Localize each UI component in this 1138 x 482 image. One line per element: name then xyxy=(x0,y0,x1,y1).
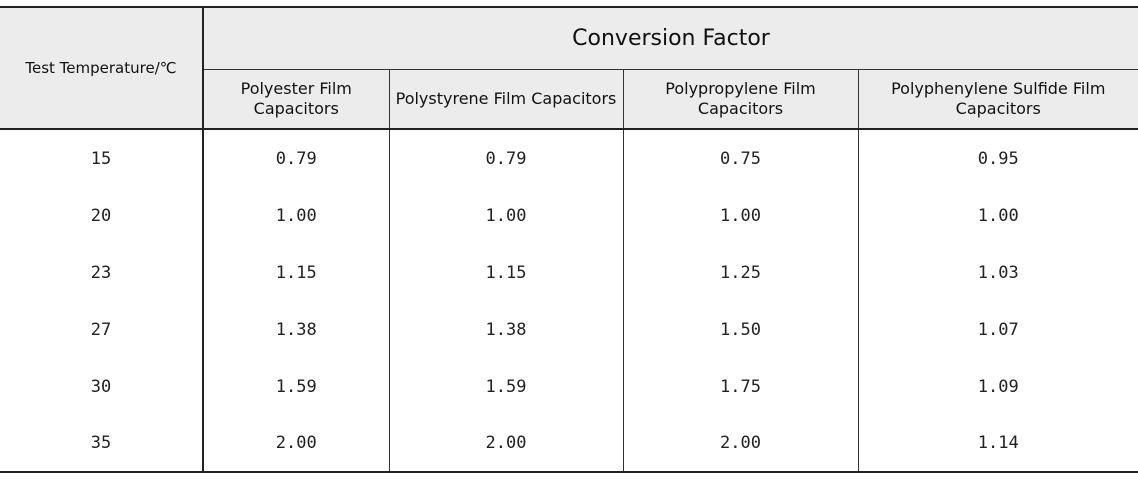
factor-cell: 1.00 xyxy=(389,187,624,244)
table-row: 23 1.15 1.15 1.25 1.03 xyxy=(0,244,1138,301)
header-polystyrene: Polystyrene Film Capacitors xyxy=(389,69,624,130)
conversion-factor-table-container: Test Temperature/℃ Conversion Factor Pol… xyxy=(0,6,1138,473)
factor-cell: 1.07 xyxy=(977,319,1019,340)
factor-cell: 1.00 xyxy=(623,187,859,244)
factor-cell: 1.15 xyxy=(389,244,624,301)
factor-cell: 1.14 xyxy=(858,415,1138,473)
header-test-temperature: Test Temperature/℃ xyxy=(0,6,204,130)
factor-cell: 1.59 xyxy=(203,358,390,415)
factor-cell: 2.00 xyxy=(389,415,624,473)
header-polyphenylene-sulfide: Polyphenylene Sulfide Film Capacitors xyxy=(858,69,1138,130)
header-polypropylene: Polypropylene Film Capacitors xyxy=(623,69,859,130)
factor-cell: 1.15 xyxy=(203,244,390,301)
table-row: 20 1.00 1.00 1.00 1.00 xyxy=(0,187,1138,244)
temperature-cell: 20 xyxy=(0,187,204,244)
factor-cell: 2.00 xyxy=(623,415,859,473)
factor-cell: 1.00 xyxy=(977,205,1019,226)
factor-cell: 0.79 xyxy=(203,129,390,187)
temperature-cell: 35 xyxy=(0,415,204,473)
factor-cell: 1.25 xyxy=(623,244,859,301)
temperature-cell: 30 xyxy=(0,358,204,415)
factor-cell: 1.59 xyxy=(389,358,624,415)
factor-cell: 1.38 xyxy=(389,301,624,358)
factor-cell: 0.95 xyxy=(977,148,1019,169)
factor-cell: 2.00 xyxy=(203,415,390,473)
table-row: 15 0.79 0.79 0.75 0.95 xyxy=(0,129,1138,187)
factor-cell: 1.09 xyxy=(977,376,1019,397)
factor-cell: 0.79 xyxy=(389,129,624,187)
factor-cell: 1.50 xyxy=(623,301,859,358)
table-row: 35 2.00 2.00 2.00 1.14 xyxy=(0,415,1138,473)
factor-cell: 1.75 xyxy=(623,358,859,415)
temperature-cell: 23 xyxy=(0,244,204,301)
temperature-cell: 15 xyxy=(0,129,204,187)
table-row: 30 1.59 1.59 1.75 1.09 xyxy=(0,358,1138,415)
header-conversion-factor: Conversion Factor xyxy=(203,6,1138,70)
table-row: 27 1.38 1.38 1.50 1.07 xyxy=(0,301,1138,358)
factor-cell: 0.75 xyxy=(623,129,859,187)
temperature-cell: 27 xyxy=(0,301,204,358)
header-polyester: Polyester Film Capacitors xyxy=(203,69,390,130)
conversion-factor-table: Test Temperature/℃ Conversion Factor Pol… xyxy=(0,6,1138,473)
factor-cell: 1.00 xyxy=(203,187,390,244)
factor-cell: 1.03 xyxy=(977,262,1019,283)
factor-cell: 1.38 xyxy=(203,301,390,358)
table-body: 15 0.79 0.79 0.75 0.95 20 1.00 1.00 1.00 1.00 23 1.… xyxy=(0,129,1138,473)
